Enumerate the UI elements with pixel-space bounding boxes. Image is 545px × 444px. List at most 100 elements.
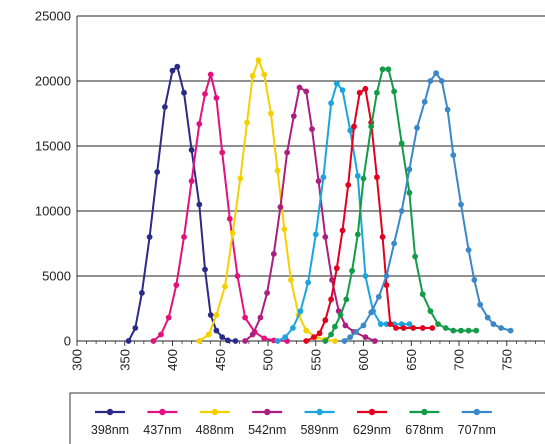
data-point (328, 331, 334, 338)
legend-marker (264, 408, 271, 416)
data-point (169, 67, 176, 74)
legend-label: 542nm (248, 423, 286, 437)
data-point (181, 89, 187, 96)
legend-marker (211, 408, 218, 416)
data-point (219, 149, 226, 156)
data-point (498, 325, 504, 331)
data-point (362, 334, 369, 340)
data-point (362, 273, 369, 279)
data-point (419, 325, 426, 331)
x-tick-label: 400 (165, 349, 180, 371)
data-point (305, 279, 311, 286)
data-point (290, 325, 296, 331)
legend-item: 542nm (248, 408, 286, 437)
x-tick-label: 600 (356, 349, 371, 371)
data-point (303, 88, 310, 95)
data-point (264, 290, 270, 296)
data-point (173, 282, 180, 288)
legend-item: 678nm (405, 408, 444, 437)
data-point (345, 182, 352, 188)
data-point (427, 308, 434, 314)
data-point (284, 149, 290, 156)
data-point (473, 327, 480, 334)
data-point (274, 167, 281, 174)
data-point (213, 312, 220, 318)
data-point (507, 327, 514, 334)
data-point (444, 106, 451, 113)
series-line (198, 59, 336, 342)
legend-marker (421, 408, 428, 416)
data-point (132, 325, 139, 331)
data-point (450, 152, 457, 159)
data-point (296, 84, 303, 91)
data-point (261, 71, 268, 78)
series-707nm (341, 70, 514, 344)
data-point (398, 140, 405, 147)
y-tick-label: 20000 (35, 74, 71, 89)
data-point (213, 95, 220, 101)
data-point (165, 314, 172, 321)
data-point (219, 334, 226, 340)
data-point (421, 98, 428, 105)
data-point (379, 66, 386, 73)
series-488nm (196, 57, 338, 344)
data-point (249, 72, 256, 79)
data-point (146, 234, 153, 240)
data-point (328, 100, 334, 106)
data-point (205, 331, 212, 338)
data-point (465, 247, 472, 253)
data-point (410, 325, 417, 331)
y-tick-label: 5000 (42, 269, 71, 284)
x-tick-label: 450 (213, 349, 228, 371)
data-point (207, 312, 214, 318)
legend-label: 398nm (91, 423, 129, 437)
data-point (337, 312, 344, 318)
data-point (429, 325, 436, 331)
data-point (270, 251, 277, 257)
data-point (281, 226, 288, 233)
data-point (372, 338, 378, 344)
series-line (127, 65, 236, 342)
data-point (406, 189, 413, 196)
data-point (406, 166, 413, 173)
data-point (414, 124, 420, 131)
data-point (393, 325, 399, 331)
x-tick-label: 550 (308, 349, 323, 371)
data-point (465, 327, 472, 334)
data-point (303, 338, 310, 344)
data-point (282, 334, 289, 340)
data-point (438, 78, 445, 84)
data-point (332, 323, 338, 330)
data-point (477, 301, 483, 308)
data-point (158, 331, 164, 338)
data-point (368, 123, 375, 130)
legend-item: 488nm (196, 408, 234, 437)
data-point (391, 88, 397, 95)
data-point (196, 121, 203, 127)
data-point (234, 273, 241, 279)
y-tick-label: 15000 (35, 139, 71, 154)
data-point (458, 327, 464, 334)
data-point (400, 325, 407, 331)
data-point (383, 273, 390, 279)
data-point (290, 113, 297, 119)
data-point (347, 127, 354, 134)
data-point (435, 321, 441, 327)
data-point (379, 234, 386, 240)
data-point (125, 338, 132, 344)
data-point (311, 334, 317, 340)
data-point (374, 174, 380, 181)
data-point (174, 63, 181, 70)
data-point (351, 123, 357, 130)
x-tick-label: 700 (452, 349, 467, 371)
x-tick-label: 750 (499, 349, 514, 371)
data-point (150, 338, 157, 344)
data-point (333, 265, 340, 272)
data-point (354, 231, 361, 238)
data-point (237, 175, 244, 182)
data-point (244, 119, 250, 126)
data-point (354, 173, 361, 179)
data-point (332, 338, 338, 344)
x-tick-label: 650 (404, 349, 419, 371)
